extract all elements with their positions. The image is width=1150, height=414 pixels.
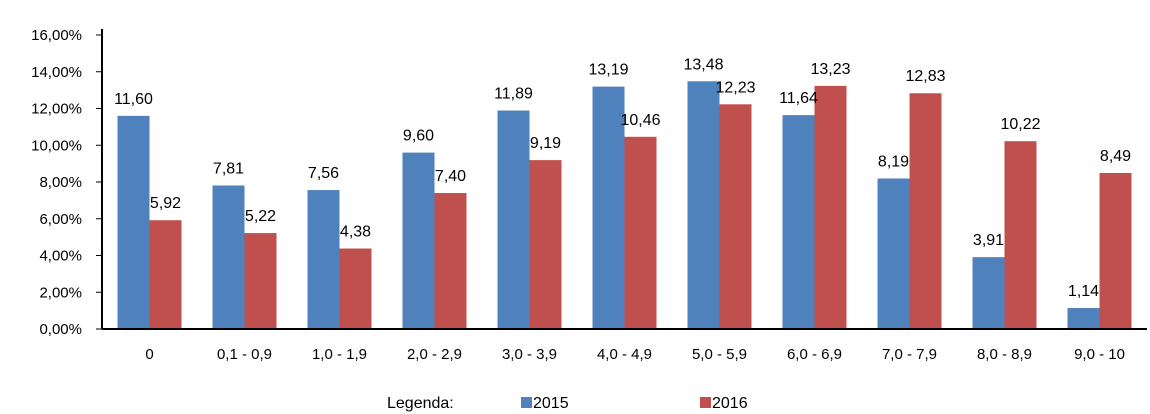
x-category-label: 1,0 - 1,9: [312, 346, 367, 363]
bar-2016: [149, 220, 182, 329]
bar-2016: [909, 93, 942, 329]
bar-2015: [117, 115, 150, 329]
data-label-2015: 1,14: [1068, 283, 1099, 300]
x-category-label: 0,1 - 0,9: [217, 346, 272, 363]
legend-label-2016: 2016: [712, 395, 748, 412]
data-label-2016: 4,38: [340, 224, 371, 241]
data-label-2016: 9,19: [530, 135, 561, 152]
data-label-2015: 9,60: [403, 128, 434, 145]
x-axis-category-labels: 0 0,1 - 0,9 1,0 - 1,9 2,0 - 2,9 3,0 - 3,9 4,0…: [145, 346, 1125, 363]
data-label-2016: 10,22: [1000, 116, 1040, 133]
legend-swatch-2016: [700, 397, 711, 408]
x-category-label: 0: [145, 346, 153, 363]
bar-2016: [719, 104, 752, 330]
y-tick-label: 0,00%: [39, 321, 82, 338]
data-label-2015: 7,81: [213, 160, 244, 177]
y-tick-label: 10,00%: [31, 137, 82, 154]
data-label-2015: 3,91: [973, 232, 1004, 249]
data-label-2015: 11,60: [114, 91, 153, 108]
bar-2015: [592, 86, 625, 329]
x-category-label: 4,0 - 4,9: [597, 346, 652, 363]
x-category-label: 3,0 - 3,9: [502, 346, 557, 363]
bar-2015: [877, 178, 910, 329]
bar-2016: [814, 85, 847, 330]
bar-2016: [244, 233, 277, 329]
bars-group: [117, 81, 1132, 330]
bar-2015: [782, 115, 815, 330]
legend-items: 2015 2016: [521, 395, 748, 412]
bar-2015: [972, 257, 1005, 329]
x-category-label: 2,0 - 2,9: [407, 346, 462, 363]
y-tick-label: 8,00%: [39, 174, 82, 191]
data-label-2015: 8,19: [878, 154, 909, 171]
x-category-label: 7,0 - 7,9: [882, 346, 937, 363]
y-tick-label: 12,00%: [31, 101, 82, 118]
bar-2015: [402, 152, 435, 329]
data-labels-group: 11,60 5,92 7,81 5,22 7,56 4,38 9,60 7,40 11,89 9,…: [114, 56, 1131, 300]
bar-2016: [434, 193, 467, 329]
legend-title: Legenda:: [387, 395, 454, 412]
data-label-2015: 11,64: [779, 90, 818, 107]
bar-2015: [1067, 308, 1100, 329]
data-label-2015: 13,19: [588, 62, 628, 79]
bar-2016: [1004, 141, 1037, 329]
data-label-2016: 8,49: [1100, 148, 1131, 165]
y-tick-label: 4,00%: [39, 248, 82, 265]
y-axis-ticks: 0,00% 2,00% 4,00% 6,00% 8,00% 10,00% 12,00% 14,…: [31, 27, 102, 338]
bar-2016: [1099, 172, 1132, 329]
data-label-2016: 5,22: [245, 208, 276, 225]
y-tick-label: 6,00%: [39, 211, 82, 228]
x-category-label: 8,0 - 8,9: [977, 346, 1032, 363]
x-category-label: 9,0 - 10: [1074, 346, 1125, 363]
legend-label-2015: 2015: [533, 395, 569, 412]
bar-2015: [212, 185, 245, 329]
legend: Legenda: 2015 2016: [387, 395, 748, 412]
data-label-2015: 13,48: [683, 56, 723, 73]
bar-2015: [497, 110, 530, 330]
data-label-2015: 7,56: [308, 165, 339, 182]
y-tick-label: 2,00%: [39, 284, 82, 301]
legend-swatch-2015: [521, 397, 532, 408]
y-tick-label: 14,00%: [31, 64, 82, 81]
bar-2016: [624, 136, 657, 329]
data-label-2016: 12,23: [715, 79, 755, 96]
bar-2015: [687, 81, 720, 330]
x-category-label: 6,0 - 6,9: [787, 346, 842, 363]
data-label-2016: 10,46: [620, 112, 660, 129]
data-label-2016: 13,23: [810, 61, 850, 78]
bar-2016: [339, 248, 372, 329]
data-label-2016: 7,40: [435, 168, 466, 185]
bar-2016: [529, 160, 562, 329]
data-label-2016: 5,92: [150, 195, 181, 212]
data-label-2015: 11,89: [494, 86, 533, 103]
y-tick-label: 16,00%: [31, 27, 82, 44]
x-category-label: 5,0 - 5,9: [692, 346, 747, 363]
bar-2015: [307, 190, 340, 329]
data-label-2016: 12,83: [905, 68, 945, 85]
